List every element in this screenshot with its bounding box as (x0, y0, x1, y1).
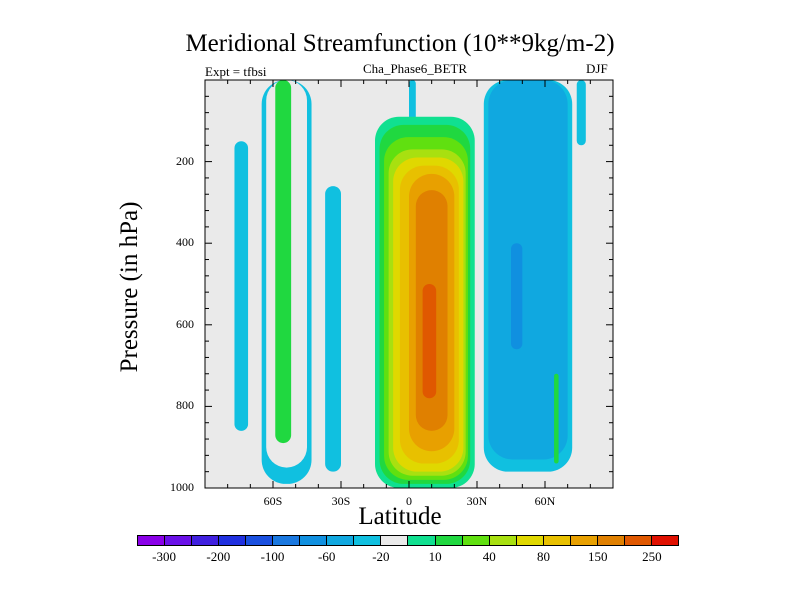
x-tick-label: 30S (331, 494, 351, 508)
colorbar-segment (462, 536, 490, 545)
colorbar-segment (624, 536, 652, 545)
colorbar-segment (327, 536, 355, 545)
y-tick-label: 400 (176, 235, 194, 250)
colorbar-segment (516, 536, 544, 545)
colorbar-label: -300 (152, 549, 177, 564)
colorbar-segment (219, 536, 247, 545)
colorbar-segment (570, 536, 598, 545)
experiment-label: Expt = tfbsi (205, 64, 267, 79)
equatorial-cyan-plume (409, 80, 416, 125)
hadley-red-core (422, 284, 437, 399)
colorbar-label: 250 (642, 549, 662, 564)
y-tick-label: 800 (176, 398, 194, 413)
colorbar-label: 80 (537, 549, 550, 564)
colorbar-segment (408, 536, 436, 545)
colorbar-label: -100 (260, 549, 285, 564)
colorbar-label: -200 (206, 549, 231, 564)
nh-polar-green-cell (554, 373, 559, 464)
y-tick-label: 1000 (170, 480, 194, 494)
y-tick-label: 200 (176, 153, 194, 168)
colorbar-segment (597, 536, 625, 545)
y-tick-label: 600 (176, 316, 194, 331)
season-label: DJF (586, 61, 608, 76)
colorbar-segment (273, 536, 301, 545)
nh-high-cyan-cell (576, 80, 586, 146)
colorbar-segment (300, 536, 328, 545)
colorbar-segment (192, 536, 220, 545)
x-tick-label: 30N (466, 494, 488, 508)
colorbar-segment (354, 536, 382, 545)
colorbar-segment (651, 536, 678, 545)
case-label: Cha_Phase6_BETR (363, 61, 467, 76)
colorbar-segment (489, 536, 517, 545)
x-tick-label: 60S (263, 494, 283, 508)
sh-high-cyan-cell (234, 141, 249, 431)
x-axis-label: Latitude (358, 503, 442, 530)
colorbar-segment (246, 536, 274, 545)
colorbar-segment (435, 536, 463, 545)
colorbar-segment (381, 536, 409, 545)
colorbar-label: -20 (372, 549, 390, 564)
x-tick-label: 0 (406, 494, 412, 508)
colorbar-segment (165, 536, 193, 545)
colorbar-label: 10 (428, 549, 442, 564)
colorbar-label: 150 (587, 549, 608, 564)
sh-midlat-green-core (275, 80, 292, 444)
chart-title: Meridional Streamfunction (10**9kg/m-2) (185, 30, 615, 57)
colorbar-label: 40 (482, 549, 496, 564)
colorbar-segment (543, 536, 571, 545)
ferrel-blue-cell (488, 80, 568, 460)
x-tick-label: 60N (534, 494, 556, 508)
ferrel-deep-blue-core (511, 243, 523, 350)
sh-subtropical-cyan-cell (325, 186, 341, 472)
colorbar-label: -60 (318, 549, 336, 564)
colorbar (137, 535, 679, 546)
colorbar-segment (138, 536, 166, 545)
